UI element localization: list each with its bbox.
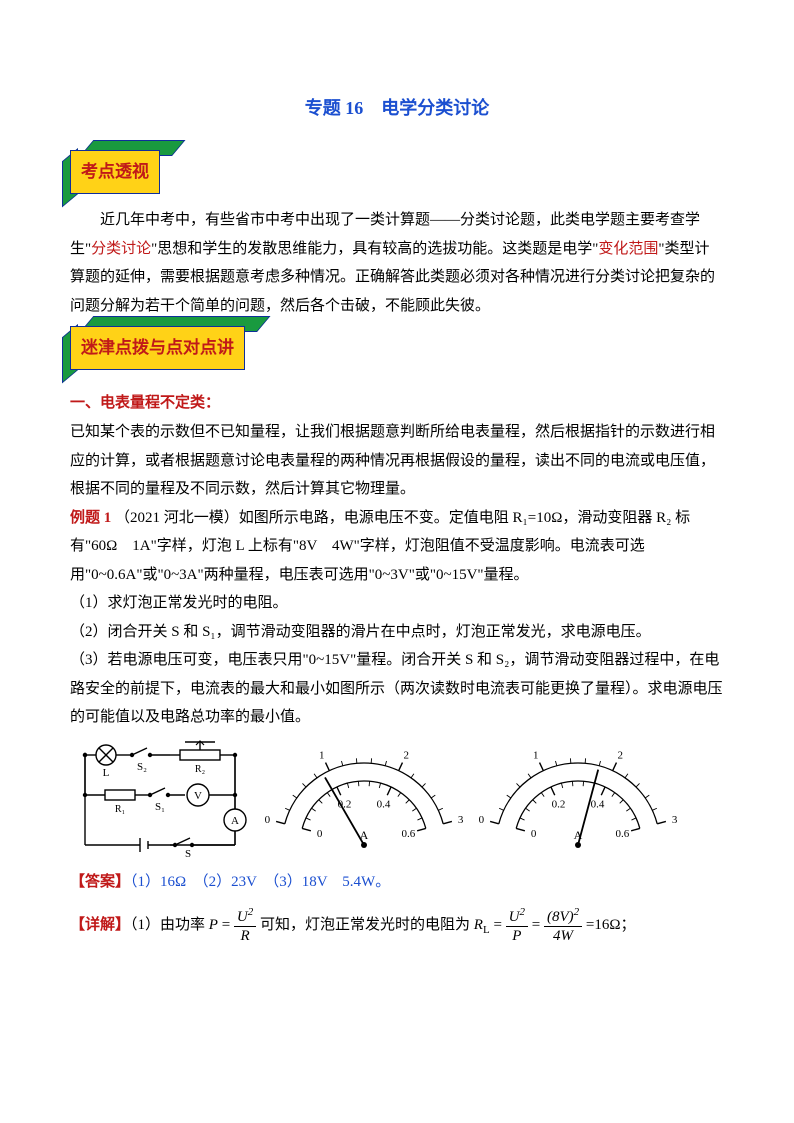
answer-line: 【答案】（1）16Ω （2）23V （3）18V 5.4W。 xyxy=(70,868,724,897)
box-tips: 迷津点拨与点对点讲 xyxy=(70,326,245,370)
svg-text:R₁: R₁ xyxy=(115,804,125,815)
svg-text:2: 2 xyxy=(618,749,624,761)
svg-text:S: S xyxy=(185,848,191,860)
box-exam-perspective: 考点透视 xyxy=(70,150,160,194)
svg-text:0.4: 0.4 xyxy=(377,798,391,810)
svg-text:A: A xyxy=(231,815,239,827)
svg-text:3: 3 xyxy=(672,814,678,826)
svg-text:0.2: 0.2 xyxy=(552,798,566,810)
question-2: （2）闭合开关 S 和 S₁，调节滑动变阻器的滑片在中点时，灯泡正常发光，求电源… xyxy=(70,618,724,647)
svg-text:2: 2 xyxy=(404,749,410,761)
svg-text:0.6: 0.6 xyxy=(402,828,416,840)
svg-text:0: 0 xyxy=(479,814,485,826)
svg-text:S₁: S₁ xyxy=(155,801,165,813)
question-3: （3）若电源电压可变，电压表只用"0~15V"量程。闭合开关 S 和 S₂，调节… xyxy=(70,646,724,732)
svg-text:0.4: 0.4 xyxy=(591,798,605,810)
page-title: 专题 16 电学分类讨论 xyxy=(70,90,724,126)
ammeter-2: 012300.20.40.6A xyxy=(478,745,678,855)
circuit-diagram: S L S₂ R₂ R₁ S₁ V A xyxy=(70,740,250,860)
svg-text:L: L xyxy=(103,767,110,779)
intro-paragraph: 近几年中考中，有些省市中考中出现了一类计算题——分类讨论题，此类电学题主要考查学… xyxy=(70,206,724,320)
svg-text:1: 1 xyxy=(319,749,325,761)
svg-text:1: 1 xyxy=(533,749,539,761)
ammeter-1: 012300.20.40.6A xyxy=(264,745,464,855)
question-1: （1）求灯泡正常发光时的电阻。 xyxy=(70,589,724,618)
svg-text:0: 0 xyxy=(265,814,271,826)
detail-line: 【详解】（1）由功率 P = U2R 可知，灯泡正常发光时的电阻为 RL = U… xyxy=(70,906,724,945)
svg-text:R₂: R₂ xyxy=(195,764,205,775)
figure-row: SLS₂R₂R₁S₁VA 012300.20.40.6A 012300.20.4… xyxy=(70,740,724,860)
svg-text:3: 3 xyxy=(458,814,464,826)
section-heading: 一、电表量程不定类： xyxy=(70,388,724,418)
svg-text:0: 0 xyxy=(317,828,323,840)
example-label: 例题 1 xyxy=(70,510,111,526)
svg-text:0.6: 0.6 xyxy=(616,828,630,840)
svg-text:V: V xyxy=(194,790,202,802)
svg-text:S₂: S₂ xyxy=(137,761,147,773)
section-body: 已知某个表的示数但不已知量程，让我们根据题意判断所给电表量程，然后根据指针的示数… xyxy=(70,418,724,504)
box-label: 考点透视 xyxy=(70,150,160,194)
example-block: 例题 1 （2021 河北一模）如图所示电路，电源电压不变。定值电阻 R₁=10… xyxy=(70,504,724,590)
svg-text:0: 0 xyxy=(531,828,537,840)
box-label: 迷津点拨与点对点讲 xyxy=(70,326,245,370)
